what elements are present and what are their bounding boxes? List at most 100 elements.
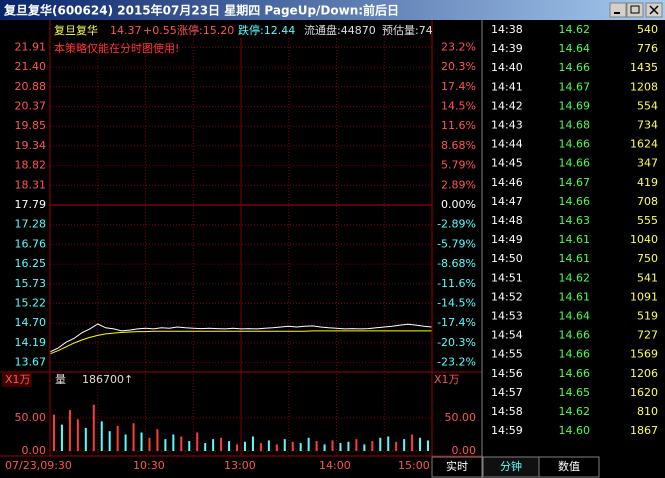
percent-label: -5.79% [437,237,476,250]
trade-price: 14.68 [559,119,591,132]
volume-bar [387,436,390,451]
volume-bar [108,431,111,451]
volume-bar [243,441,246,451]
price-label: 16.76 [15,237,47,250]
tab-label[interactable]: 分钟 [500,459,522,473]
price-label: 20.37 [15,100,47,113]
limit-down: 跌停:12.44 [238,23,295,37]
trade-volume: 750 [637,252,658,265]
volume-tick-label: 0.00 [452,444,477,457]
stock-name: 复旦复华 [54,23,98,37]
trade-time: 14:55 [491,348,523,361]
price-label: 21.40 [15,60,47,73]
trade-time: 14:57 [491,386,523,399]
trade-price: 14.64 [559,42,591,55]
percent-label: -11.6% [437,277,476,290]
trade-volume: 1040 [630,233,658,246]
volume-bar [411,434,414,451]
percent-label: -2.89% [437,218,476,231]
window-buttons[interactable] [609,2,663,18]
trade-price: 14.66 [559,329,591,342]
trade-price: 14.66 [559,348,591,361]
trade-volume: 1206 [630,367,658,380]
volume-bar [140,432,143,451]
trade-volume: 540 [637,23,658,36]
trade-price: 14.62 [559,405,591,418]
volume-bar [236,444,239,451]
volume-bar [347,441,350,451]
unit-box [2,373,32,387]
volume-bar [196,432,199,451]
trade-volume: 555 [637,214,658,227]
volume-bar [259,443,262,451]
trade-time: 14:59 [491,424,523,437]
time-label: 13:00 [224,459,256,472]
window-title: 复旦复华(600624) 2015年07月23日 星期四 PageUp/Down… [3,3,399,18]
time-label: 14:00 [319,459,351,472]
trade-volume: 1208 [630,80,658,93]
trade-price: 14.67 [559,176,591,189]
trade-price: 14.66 [559,367,591,380]
volume-bar [251,436,254,451]
percent-label: 5.79% [441,159,476,172]
price-label: 18.82 [15,159,47,172]
trade-time: 14:53 [491,310,523,323]
volume-bar [339,443,342,451]
tab-values[interactable] [538,456,600,478]
volume-bar [60,424,63,451]
trade-volume: 419 [637,176,658,189]
price-label: 20.88 [15,80,47,93]
average-line [49,330,432,355]
trade-volume: 1620 [630,386,658,399]
volume-bar [100,421,103,451]
time-label: 15:00 [398,459,430,472]
trade-time: 14:51 [491,271,523,284]
volume-unit-left: X1万 [5,373,31,386]
trade-time: 14:49 [491,233,523,246]
volume-bar [419,437,422,451]
percent-label: -23.2% [437,356,476,369]
volume-total: 186700↑ [82,373,133,386]
percent-label: 17.4% [441,80,476,93]
percent-label: 2.89% [441,178,476,191]
volume-bar [355,439,358,451]
volume-bar [299,443,302,451]
trade-time: 14:54 [491,329,523,342]
trade-time: 14:45 [491,157,523,170]
last-price: 14.37 [110,24,142,37]
price-line [49,323,433,353]
price-label: 19.85 [15,119,47,132]
volume-bar [76,419,79,451]
trade-volume: 1435 [630,61,658,74]
trade-time: 14:40 [491,61,523,74]
volume-bar [212,439,215,451]
price-label: 21.91 [15,40,47,53]
trade-volume: 708 [637,195,658,208]
volume-bar [156,429,159,451]
trade-price: 14.65 [559,386,591,399]
volume-bar [331,440,334,451]
volume-unit-right: X1万 [434,373,460,386]
percent-label: -14.5% [437,297,476,310]
volume-bar [116,425,119,451]
tab-realtime[interactable] [431,456,483,478]
tab-label[interactable]: 实时 [446,459,468,473]
trade-price: 14.66 [559,157,591,170]
volume-bar [427,440,430,451]
volume-bar [148,437,151,451]
tab-label[interactable]: 数值 [558,460,580,473]
time-label: 10:30 [133,459,165,472]
price-label: 14.70 [15,316,47,329]
trade-time: 14:42 [491,99,523,112]
trade-price: 14.62 [559,271,591,284]
price-label: 18.31 [15,178,47,191]
trade-volume: 1091 [630,290,658,303]
trade-volume: 541 [637,271,658,284]
minimize-button[interactable] [609,2,627,18]
volume-bar [267,440,270,451]
volume-bar [188,441,191,451]
maximize-button[interactable] [626,2,644,18]
